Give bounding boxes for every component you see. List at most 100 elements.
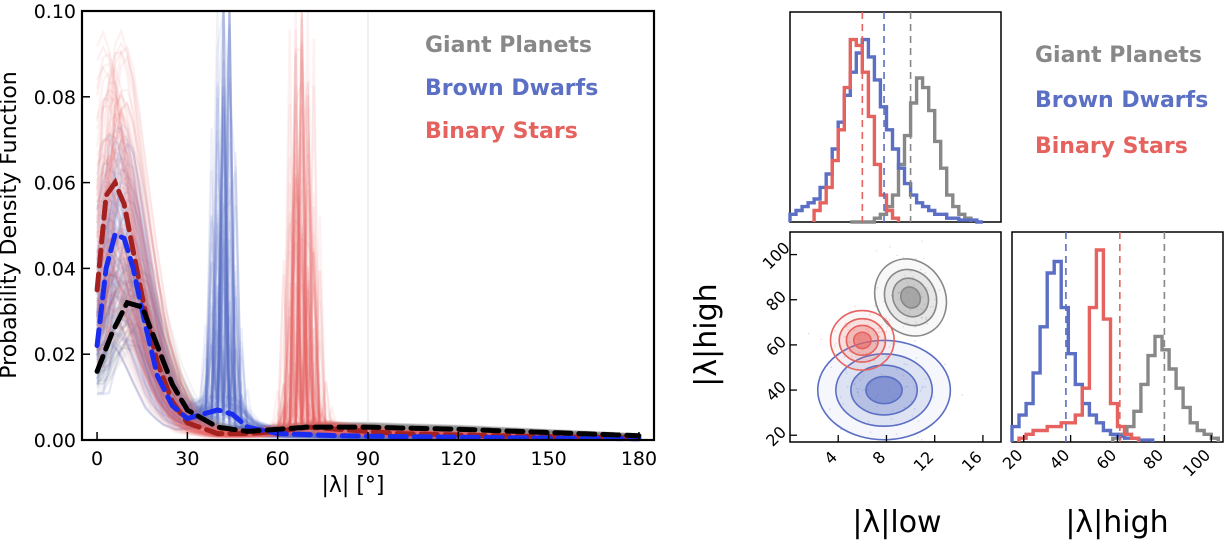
sample-dot: [905, 363, 908, 366]
x-tick-label: 150: [530, 448, 566, 470]
sample-dot: [861, 389, 864, 392]
sample-dot: [856, 390, 859, 393]
sample-dot: [920, 240, 923, 242]
sample-dot: [891, 409, 894, 412]
x-tick-label: 12: [910, 447, 938, 475]
contour-clipped: [807, 240, 963, 441]
sample-dot: [843, 355, 846, 358]
corner-legend-binary: Binary Stars: [1035, 134, 1188, 159]
sample-dot: [913, 385, 916, 388]
sample-dot: [921, 438, 923, 441]
sample-dot: [875, 250, 878, 252]
low-histogram-steps: [788, 12, 983, 224]
sample-dot: [867, 323, 869, 326]
y-tick-label: 0.02: [34, 344, 76, 366]
contour-level: [852, 331, 872, 350]
sample-dot: [919, 390, 922, 392]
sample-dot: [932, 396, 935, 398]
sample-dot: [902, 375, 904, 377]
x-tick-label: 90: [356, 448, 380, 470]
sample-dot: [923, 257, 925, 260]
sample-dot: [906, 317, 908, 320]
sample-dot: [853, 383, 856, 385]
sample-dot: [876, 287, 879, 289]
high-histogram-x-axis-label: |λ|high: [1065, 505, 1168, 540]
sample-dot: [842, 402, 845, 405]
sample-dot: [855, 355, 857, 358]
sample-dot: [835, 342, 837, 345]
sample-dot: [865, 352, 868, 354]
sample-dot: [926, 322, 928, 325]
sample-dot: [881, 331, 883, 333]
x-tick-label: 4: [820, 447, 841, 468]
sample-dot: [922, 385, 924, 388]
contour-y-axis-label: |λ|high: [689, 283, 724, 386]
sample-dot: [867, 329, 870, 332]
sample-dot: [909, 309, 911, 311]
y-tick-label: 60: [762, 332, 790, 360]
sample-dot: [891, 342, 893, 345]
x-tick-label: 100: [1179, 445, 1214, 480]
contour-x-axis-label: |λ|low: [852, 505, 941, 540]
sample-dot: [847, 328, 849, 331]
y-tick-label: 0.00: [34, 430, 76, 452]
pdf-y-axis-label: Probability Density Function: [0, 71, 22, 379]
sample-dot: [878, 327, 880, 330]
sample-dot: [888, 346, 891, 348]
sample-dot: [910, 400, 913, 403]
histogram-step: [788, 37, 983, 224]
sample-dot: [885, 317, 887, 319]
sample-dot: [868, 362, 871, 365]
sample-dot: [924, 386, 926, 388]
sample-dot: [921, 308, 924, 311]
histogram-step: [812, 37, 901, 222]
sample-dot: [848, 350, 851, 353]
sample-dot: [897, 292, 899, 294]
sample-dot: [944, 363, 946, 366]
sample-dot: [903, 363, 906, 366]
sample-dot: [855, 387, 858, 390]
sample-dot: [917, 420, 920, 422]
y-tick-label: 20: [762, 422, 790, 450]
sample-dot: [921, 295, 924, 298]
y-tick-label: 0.08: [34, 87, 76, 109]
sample-dot: [915, 357, 918, 359]
sample-dot: [830, 366, 833, 369]
sample-dot: [851, 355, 853, 358]
sample-dot: [909, 270, 912, 273]
sample-dot: [834, 330, 836, 332]
sample-dot: [885, 331, 888, 333]
sample-dot: [903, 387, 905, 390]
sample-dot: [848, 341, 851, 343]
sample-dot: [845, 369, 847, 372]
sample-dot: [911, 415, 913, 417]
x-tick-label: 40: [1046, 445, 1074, 473]
sample-dot: [867, 420, 870, 423]
sample-dot: [848, 323, 851, 325]
sample-dot: [886, 325, 889, 328]
sample-dot: [858, 388, 860, 390]
sample-dot: [902, 326, 905, 328]
sample-dot: [913, 407, 916, 410]
x-tick-label: 8: [869, 447, 890, 468]
sample-dot: [878, 331, 880, 334]
y-tick-label: 0.06: [34, 173, 76, 195]
sample-dot: [925, 378, 927, 380]
sample-dot: [907, 322, 909, 324]
sample-dot: [921, 387, 923, 389]
sample-dot: [878, 336, 881, 338]
sample-dot: [908, 312, 910, 314]
histogram-step: [1017, 248, 1141, 442]
sample-dot: [925, 318, 927, 321]
sample-dot: [897, 292, 900, 294]
sample-dot: [820, 338, 823, 341]
sample-dot: [890, 418, 893, 420]
contour-level: [899, 286, 922, 309]
histogram-step: [1111, 334, 1220, 442]
sample-dot: [889, 246, 891, 248]
sample-dot: [920, 307, 922, 310]
sample-dot: [868, 313, 871, 316]
sample-dot: [849, 341, 851, 344]
sample-dot: [888, 319, 891, 322]
